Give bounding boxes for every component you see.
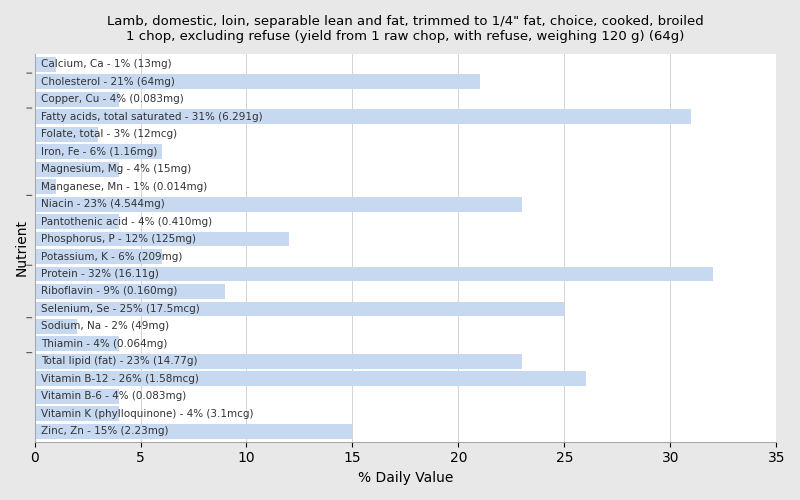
Text: Riboflavin - 9% (0.160mg): Riboflavin - 9% (0.160mg) bbox=[41, 286, 178, 296]
Bar bbox=[34, 319, 77, 334]
Text: Phosphorus, P - 12% (125mg): Phosphorus, P - 12% (125mg) bbox=[41, 234, 196, 244]
Bar bbox=[34, 214, 119, 229]
Bar bbox=[34, 284, 226, 299]
Text: Manganese, Mn - 1% (0.014mg): Manganese, Mn - 1% (0.014mg) bbox=[41, 182, 207, 192]
Text: Sodium, Na - 2% (49mg): Sodium, Na - 2% (49mg) bbox=[41, 322, 169, 332]
Bar bbox=[34, 179, 56, 194]
Text: Pantothenic acid - 4% (0.410mg): Pantothenic acid - 4% (0.410mg) bbox=[41, 216, 212, 226]
Text: Potassium, K - 6% (209mg): Potassium, K - 6% (209mg) bbox=[41, 252, 182, 262]
Bar bbox=[34, 57, 56, 72]
Text: Zinc, Zn - 15% (2.23mg): Zinc, Zn - 15% (2.23mg) bbox=[41, 426, 169, 436]
Text: Folate, total - 3% (12mcg): Folate, total - 3% (12mcg) bbox=[41, 130, 177, 140]
Bar bbox=[34, 354, 522, 369]
Text: Copper, Cu - 4% (0.083mg): Copper, Cu - 4% (0.083mg) bbox=[41, 94, 184, 104]
Bar bbox=[34, 406, 119, 421]
Bar bbox=[34, 389, 119, 404]
Title: Lamb, domestic, loin, separable lean and fat, trimmed to 1/4" fat, choice, cooke: Lamb, domestic, loin, separable lean and… bbox=[107, 15, 704, 43]
Text: Niacin - 23% (4.544mg): Niacin - 23% (4.544mg) bbox=[41, 199, 165, 209]
Bar bbox=[34, 249, 162, 264]
Bar bbox=[34, 302, 564, 316]
Text: Cholesterol - 21% (64mg): Cholesterol - 21% (64mg) bbox=[41, 77, 174, 87]
Text: Calcium, Ca - 1% (13mg): Calcium, Ca - 1% (13mg) bbox=[41, 60, 171, 70]
Bar bbox=[34, 162, 119, 176]
Bar bbox=[34, 196, 522, 212]
Text: Total lipid (fat) - 23% (14.77g): Total lipid (fat) - 23% (14.77g) bbox=[41, 356, 198, 366]
Bar bbox=[34, 110, 691, 124]
Text: Thiamin - 4% (0.064mg): Thiamin - 4% (0.064mg) bbox=[41, 339, 167, 349]
Bar bbox=[34, 74, 479, 90]
Bar bbox=[34, 266, 713, 281]
Bar bbox=[34, 336, 119, 351]
Bar bbox=[34, 144, 162, 159]
Bar bbox=[34, 232, 289, 246]
Bar bbox=[34, 424, 353, 438]
X-axis label: % Daily Value: % Daily Value bbox=[358, 471, 453, 485]
Text: Selenium, Se - 25% (17.5mcg): Selenium, Se - 25% (17.5mcg) bbox=[41, 304, 200, 314]
Text: Vitamin K (phylloquinone) - 4% (3.1mcg): Vitamin K (phylloquinone) - 4% (3.1mcg) bbox=[41, 409, 254, 419]
Text: Fatty acids, total saturated - 31% (6.291g): Fatty acids, total saturated - 31% (6.29… bbox=[41, 112, 262, 122]
Bar bbox=[34, 372, 586, 386]
Y-axis label: Nutrient: Nutrient bbox=[15, 220, 29, 276]
Bar bbox=[34, 127, 98, 142]
Text: Iron, Fe - 6% (1.16mg): Iron, Fe - 6% (1.16mg) bbox=[41, 146, 158, 156]
Text: Magnesium, Mg - 4% (15mg): Magnesium, Mg - 4% (15mg) bbox=[41, 164, 191, 174]
Text: Protein - 32% (16.11g): Protein - 32% (16.11g) bbox=[41, 269, 158, 279]
Text: Vitamin B-6 - 4% (0.083mg): Vitamin B-6 - 4% (0.083mg) bbox=[41, 392, 186, 402]
Text: Vitamin B-12 - 26% (1.58mcg): Vitamin B-12 - 26% (1.58mcg) bbox=[41, 374, 198, 384]
Bar bbox=[34, 92, 119, 106]
